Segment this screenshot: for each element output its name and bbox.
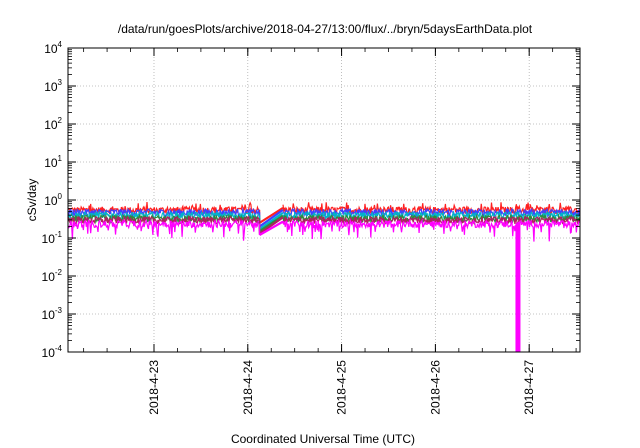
x-tick-label: 2018-4-23	[147, 360, 161, 415]
x-tick-label: 2018-4-26	[428, 360, 442, 415]
y-tick-base: 10	[44, 80, 58, 94]
x-tick-label: 2018-4-24	[241, 360, 255, 415]
y-tick-exponent: 3	[58, 78, 63, 87]
y-tick-base: 10	[42, 270, 56, 284]
y-tick-label: 10-3	[42, 306, 63, 322]
y-tick-base: 10	[44, 156, 58, 170]
y-tick-label: 100	[44, 192, 62, 208]
y-tick-exponent: 4	[58, 40, 63, 49]
y-tick-base: 10	[44, 42, 58, 56]
y-tick-exponent: -4	[55, 344, 63, 353]
series-gap-segment	[258, 206, 284, 224]
series-gap-segment	[258, 220, 284, 236]
y-axis-title: cSv/day	[25, 179, 39, 222]
y-tick-exponent: 1	[58, 154, 63, 163]
x-tick-label: 2018-4-27	[522, 360, 536, 415]
y-tick-base: 10	[42, 232, 56, 246]
y-tick-label: 101	[44, 154, 62, 170]
series-gap-segment	[258, 214, 284, 233]
series-line	[282, 218, 581, 242]
series-line	[67, 214, 260, 226]
series-gap-segment	[258, 216, 284, 235]
y-tick-label: 104	[44, 40, 62, 56]
y-tick-label: 10-1	[42, 230, 63, 246]
y-tick-exponent: -3	[55, 306, 63, 315]
y-tick-exponent: 0	[58, 192, 63, 201]
grid	[68, 48, 580, 352]
y-tick-label: 102	[44, 116, 62, 132]
y-tick-base: 10	[42, 308, 56, 322]
y-tick-base: 10	[42, 346, 56, 360]
y-tick-label: 10-2	[42, 268, 63, 284]
y-tick-base: 10	[44, 194, 58, 208]
axis-ticks	[68, 47, 580, 353]
chart-title: /data/run/goesPlots/archive/2018-04-27/1…	[118, 22, 533, 36]
plot-area	[67, 201, 581, 352]
y-tick-label: 103	[44, 78, 62, 94]
series-gap-segment	[258, 211, 284, 231]
y-tick-base: 10	[44, 118, 58, 132]
x-axis-title: Coordinated Universal Time (UTC)	[231, 432, 415, 446]
series-line	[67, 210, 260, 222]
x-tick-label: 2018-4-25	[335, 360, 349, 415]
y-tick-label: 10-4	[42, 344, 63, 360]
y-tick-exponent: -2	[55, 268, 63, 277]
series-line	[67, 218, 260, 241]
y-tick-exponent: 2	[58, 116, 63, 125]
series-dropout-spike	[515, 223, 521, 352]
series-gap-segment	[258, 208, 284, 228]
x-axis-tick-labels: 2018-4-23 2018-4-24 2018-4-25 2018-4-26 2018…	[147, 360, 536, 415]
y-tick-exponent: -1	[55, 230, 63, 239]
